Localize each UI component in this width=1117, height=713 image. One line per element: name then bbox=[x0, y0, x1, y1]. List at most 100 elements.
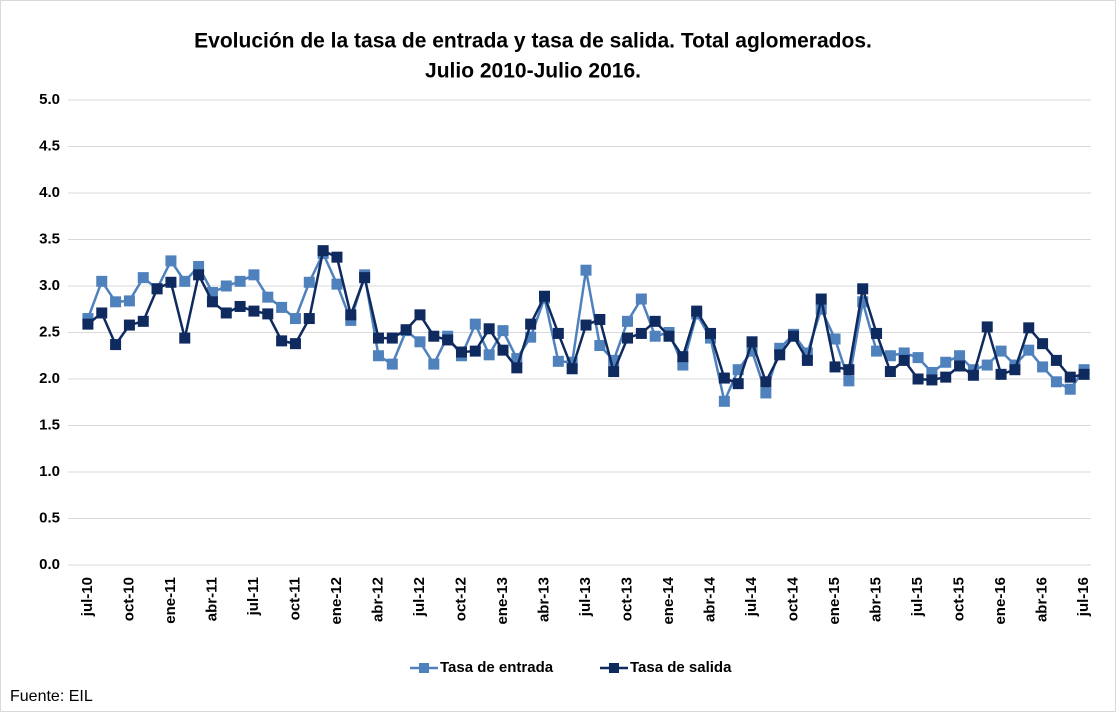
x-tick-label: jul-15 bbox=[909, 577, 926, 617]
chart-title: Evolución de la tasa de entrada y tasa d… bbox=[194, 30, 872, 53]
data-point bbox=[857, 296, 869, 308]
data-point bbox=[649, 315, 661, 327]
data-point bbox=[442, 334, 454, 346]
data-point bbox=[788, 330, 800, 342]
data-point bbox=[206, 287, 218, 299]
data-point bbox=[732, 378, 744, 390]
data-point bbox=[718, 395, 730, 407]
data-point bbox=[511, 353, 523, 365]
data-point bbox=[622, 332, 634, 344]
data-point bbox=[137, 272, 149, 284]
data-point bbox=[428, 330, 440, 342]
data-point bbox=[82, 318, 94, 330]
data-point bbox=[912, 352, 924, 364]
data-point bbox=[234, 275, 246, 287]
data-point bbox=[82, 313, 94, 325]
x-tick-label: abr-15 bbox=[868, 577, 885, 622]
data-point bbox=[857, 283, 869, 295]
data-point bbox=[1050, 354, 1062, 366]
data-point bbox=[1050, 376, 1062, 388]
data-point bbox=[123, 319, 135, 331]
x-tick-label: abr-12 bbox=[369, 577, 386, 622]
y-tick-label: 3.0 bbox=[39, 277, 60, 294]
data-point bbox=[635, 293, 647, 305]
legend-label: Tasa de salida bbox=[630, 659, 732, 676]
data-point bbox=[843, 375, 855, 387]
y-tick-label: 4.5 bbox=[39, 137, 60, 154]
data-point bbox=[303, 276, 315, 288]
data-point bbox=[898, 354, 910, 366]
data-point bbox=[455, 346, 467, 358]
x-tick-label: jul-10 bbox=[79, 577, 96, 617]
data-point bbox=[414, 309, 426, 321]
data-point bbox=[608, 354, 620, 366]
data-point bbox=[276, 301, 288, 313]
data-point bbox=[372, 350, 384, 362]
x-tick-label: oct-15 bbox=[951, 577, 968, 621]
y-tick-label: 1.5 bbox=[39, 416, 60, 433]
x-tick-label: oct-12 bbox=[452, 577, 469, 621]
data-point bbox=[386, 332, 398, 344]
data-point bbox=[110, 339, 122, 351]
data-point bbox=[1078, 368, 1090, 380]
x-tick-label: ene-16 bbox=[992, 577, 1009, 625]
data-point bbox=[815, 303, 827, 315]
data-point bbox=[912, 373, 924, 385]
data-point bbox=[926, 366, 938, 378]
data-point bbox=[566, 356, 578, 368]
data-point bbox=[718, 372, 730, 384]
legend-marker bbox=[419, 663, 429, 673]
x-tick-label: ene-13 bbox=[494, 577, 511, 625]
data-point bbox=[967, 364, 979, 376]
data-point bbox=[525, 318, 537, 330]
y-tick-label: 0.5 bbox=[39, 509, 60, 526]
data-point bbox=[525, 331, 537, 343]
y-tick-label: 4.0 bbox=[39, 184, 60, 201]
data-point bbox=[497, 344, 509, 356]
data-point bbox=[359, 272, 371, 284]
data-point bbox=[746, 336, 758, 348]
data-point bbox=[1037, 338, 1049, 350]
data-point bbox=[635, 327, 647, 339]
x-tick-label: jul-14 bbox=[743, 576, 760, 617]
data-point bbox=[220, 307, 232, 319]
data-point bbox=[1009, 364, 1021, 376]
chart-subtitle: Julio 2010-Julio 2016. bbox=[425, 60, 641, 83]
data-point bbox=[677, 359, 689, 371]
data-point bbox=[289, 338, 301, 350]
data-point bbox=[981, 321, 993, 333]
data-point bbox=[649, 330, 661, 342]
data-point bbox=[1064, 383, 1076, 395]
data-point bbox=[663, 330, 675, 342]
x-tick-label: ene-15 bbox=[826, 577, 843, 625]
data-point bbox=[165, 276, 177, 288]
data-point bbox=[594, 313, 606, 325]
data-point bbox=[760, 376, 772, 388]
data-point bbox=[967, 369, 979, 381]
data-point bbox=[179, 332, 191, 344]
data-point bbox=[622, 315, 634, 327]
data-point bbox=[552, 355, 564, 367]
y-tick-label: 2.5 bbox=[39, 323, 60, 340]
data-point bbox=[995, 368, 1007, 380]
data-point bbox=[691, 305, 703, 317]
data-point bbox=[248, 269, 260, 281]
data-point bbox=[511, 362, 523, 374]
data-point bbox=[262, 308, 274, 320]
x-tick-label: abr-13 bbox=[535, 577, 552, 622]
data-point bbox=[774, 349, 786, 361]
data-point bbox=[1064, 371, 1076, 383]
data-point bbox=[829, 361, 841, 373]
data-point bbox=[345, 314, 357, 326]
data-point bbox=[206, 296, 218, 308]
data-point bbox=[871, 345, 883, 357]
x-tick-label: oct-13 bbox=[618, 577, 635, 621]
x-tick-label: oct-14 bbox=[785, 576, 802, 621]
legend-marker bbox=[609, 663, 619, 673]
data-point bbox=[193, 260, 205, 272]
data-point bbox=[760, 387, 772, 399]
legend-label: Tasa de entrada bbox=[440, 659, 554, 676]
data-point bbox=[815, 293, 827, 305]
data-point bbox=[566, 363, 578, 375]
data-point bbox=[123, 295, 135, 307]
